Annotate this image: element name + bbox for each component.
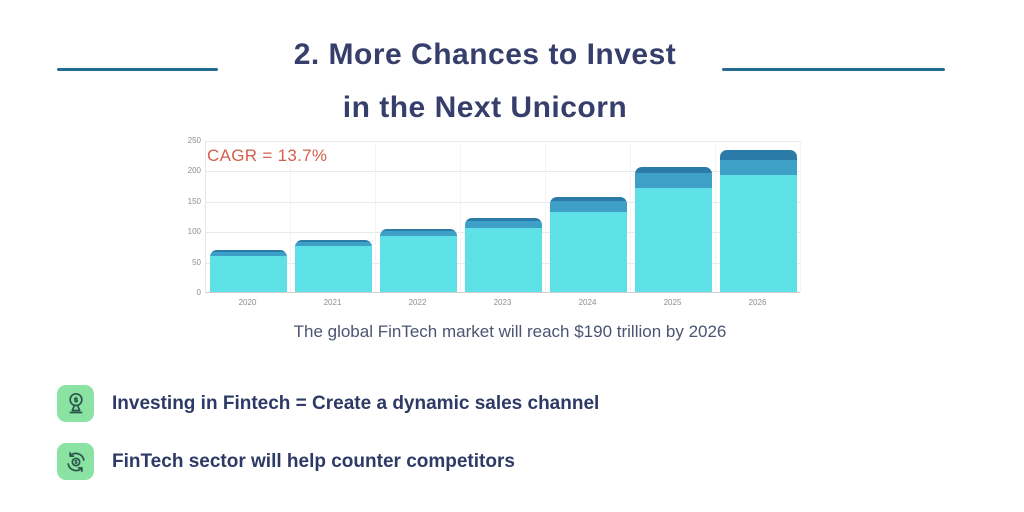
bar-segment-top-cap-2025 <box>635 167 712 174</box>
gridline-150 <box>206 201 800 203</box>
y-axis-label-0: 0 <box>196 288 201 297</box>
bar-segment-top-cap-2020 <box>210 250 287 253</box>
bar-2024 <box>550 197 627 292</box>
bullet-text-1: Investing in Fintech = Create a dynamic … <box>112 392 600 414</box>
refresh-coin-icon <box>57 443 94 480</box>
bar-2026 <box>720 150 797 292</box>
bar-segment-mid-band-2022 <box>380 231 457 236</box>
y-axis-label-150: 150 <box>187 196 201 206</box>
x-axis-label-2021: 2021 <box>323 298 342 307</box>
bar-segment-market-base-2025 <box>635 187 712 292</box>
vertical-gridline <box>630 141 631 292</box>
vertical-gridline <box>715 141 716 292</box>
bar-segment-mid-band-2021 <box>295 242 372 247</box>
bar-2025 <box>635 167 712 292</box>
bar-segment-market-base-2022 <box>380 235 457 292</box>
vertical-gridline <box>375 141 376 292</box>
bar-segment-mid-band-2020 <box>210 252 287 257</box>
plot-area <box>205 141 801 293</box>
vertical-gridline <box>460 141 461 292</box>
x-axis-label-2022: 2022 <box>408 298 427 307</box>
x-axis-label-2020: 2020 <box>238 298 257 307</box>
bar-segment-market-base-2020 <box>210 256 287 292</box>
bullet-row-2: FinTech sector will help counter competi… <box>57 443 515 480</box>
bullet-row-1: Investing in Fintech = Create a dynamic … <box>57 385 599 422</box>
bar-segment-mid-band-2026 <box>720 160 797 176</box>
bar-segment-mid-band-2024 <box>550 201 627 212</box>
y-axis-label-250: 250 <box>187 136 201 145</box>
bar-segment-market-base-2023 <box>465 228 542 292</box>
bar-2021 <box>295 240 372 292</box>
vertical-gridline <box>545 141 546 292</box>
y-axis-label-200: 200 <box>187 166 201 176</box>
gridline-250 <box>206 141 800 142</box>
cagr-annotation: CAGR = 13.7% <box>207 146 328 165</box>
vertical-gridline <box>800 141 801 292</box>
vertical-gridline <box>290 141 291 292</box>
title-decor-line-left <box>57 68 218 71</box>
bar-segment-mid-band-2025 <box>635 173 712 188</box>
bar-segment-market-base-2024 <box>550 211 627 292</box>
fintech-market-chart: 0 50 100 150 200 250 2020 2021 2022 2023 2024 2025 2… <box>185 135 805 310</box>
bar-segment-top-cap-2026 <box>720 150 797 161</box>
bar-segment-top-cap-2024 <box>550 197 627 202</box>
gridline-200 <box>206 171 800 173</box>
bar-2020 <box>210 250 287 292</box>
page-title: 2. More Chances to Invest in the Next Un… <box>225 36 745 127</box>
chart-caption: The global FinTech market will reach $19… <box>293 322 727 341</box>
bullet-text-2: FinTech sector will help counter competi… <box>112 450 515 472</box>
page-title-line-2: in the Next Unicorn <box>342 91 628 124</box>
x-axis-label-2025: 2025 <box>663 298 682 307</box>
bar-segment-market-base-2026 <box>720 175 797 292</box>
bar-segment-mid-band-2023 <box>465 221 542 229</box>
bar-segment-top-cap-2021 <box>295 240 372 243</box>
y-axis-label-50: 50 <box>192 257 201 267</box>
y-axis-label-100: 100 <box>187 227 201 237</box>
bar-segment-top-cap-2023 <box>465 218 542 222</box>
bar-2022 <box>380 229 457 292</box>
page-title-line-1: 2. More Chances to Invest <box>293 38 677 71</box>
bar-segment-top-cap-2022 <box>380 229 457 232</box>
x-axis-label-2026: 2026 <box>748 298 767 307</box>
title-decor-line-right <box>722 68 945 71</box>
x-axis-label-2024: 2024 <box>578 298 597 307</box>
x-axis-label-2023: 2023 <box>493 298 512 307</box>
webcam-dollar-icon <box>57 385 94 422</box>
bar-segment-market-base-2021 <box>295 246 372 292</box>
bar-2023 <box>465 218 542 292</box>
